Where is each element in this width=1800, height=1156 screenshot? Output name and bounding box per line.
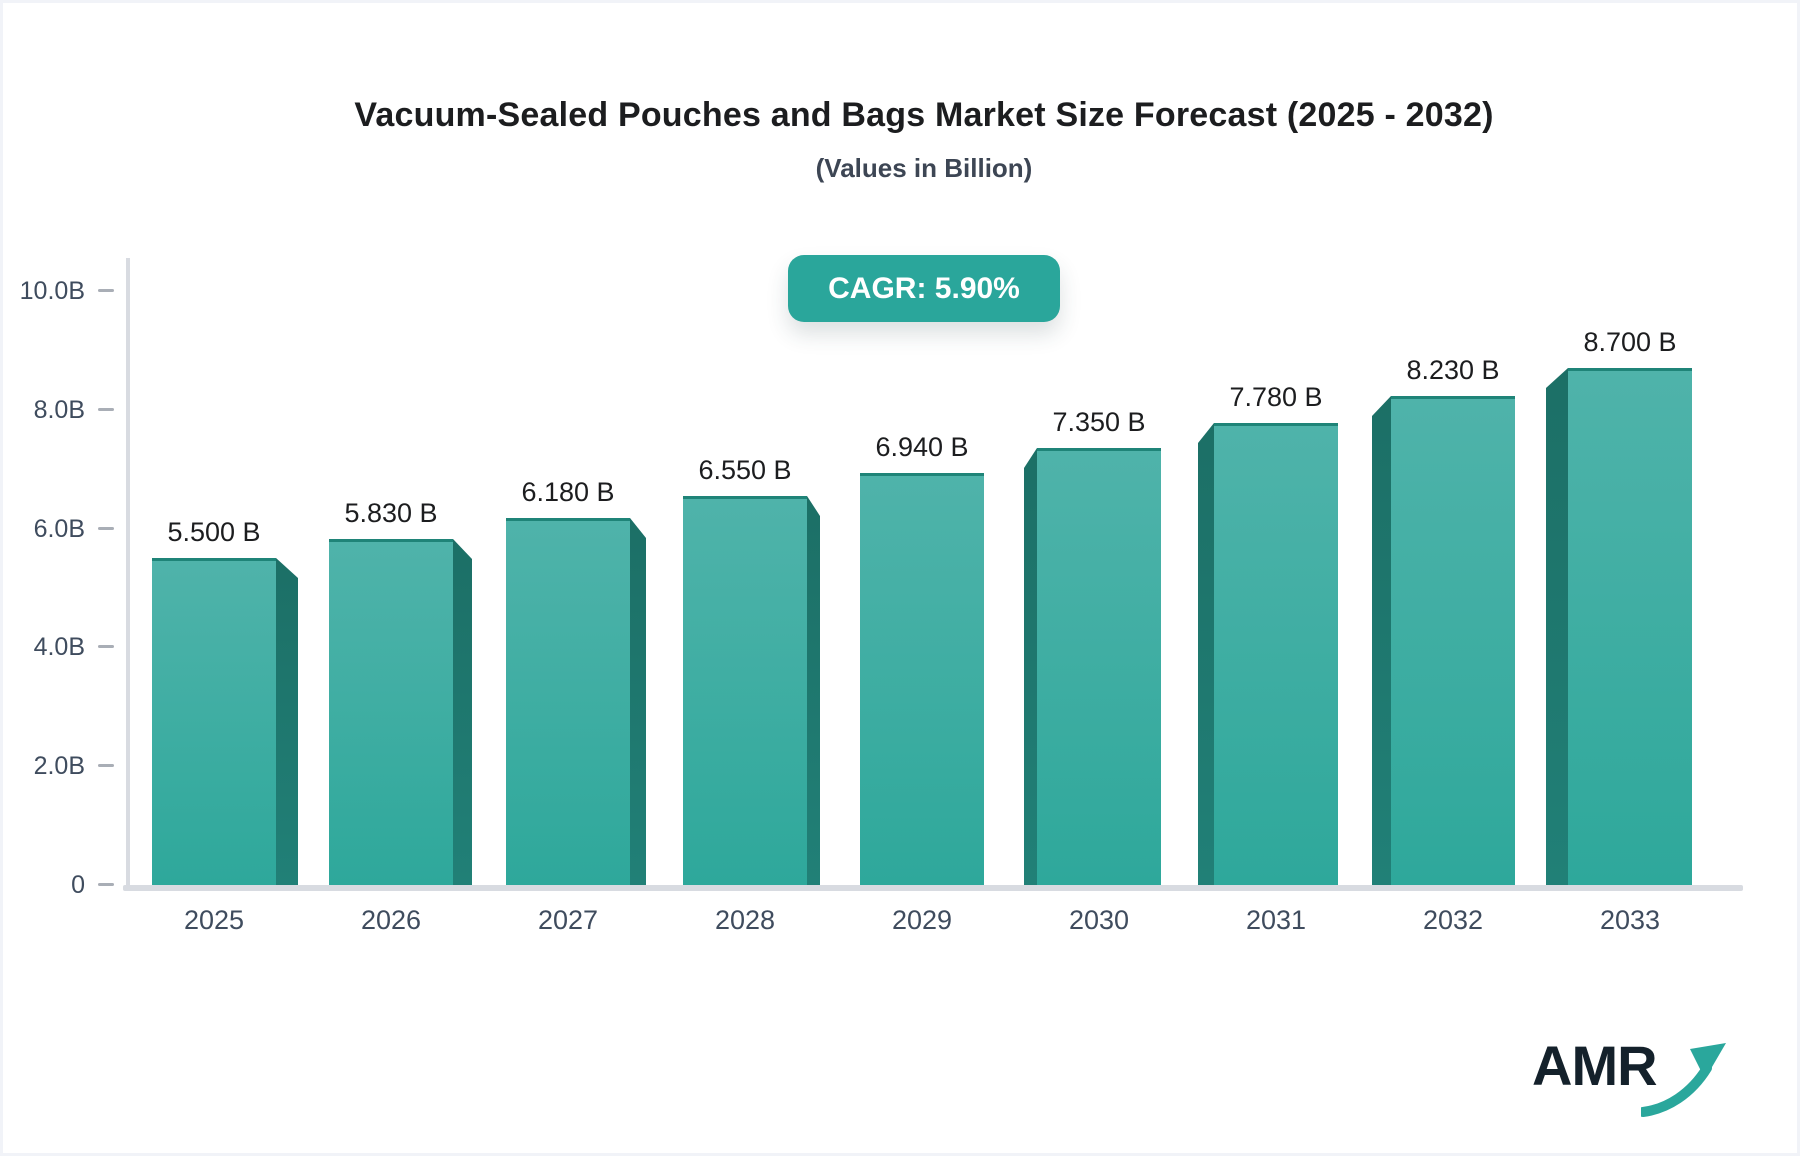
bar-side-2026 (453, 539, 472, 885)
x-axis-line (123, 885, 1743, 891)
bar-side-2031 (1198, 423, 1214, 885)
x-axis-label-2032: 2032 (1422, 905, 1484, 935)
bar-2027[interactable] (506, 518, 630, 885)
x-axis-label-2026: 2026 (360, 905, 422, 935)
bar-2030[interactable] (1037, 448, 1161, 885)
bar-2028[interactable] (683, 496, 807, 885)
chart-title: Vacuum-Sealed Pouches and Bags Market Si… (354, 96, 1494, 134)
bar-2025[interactable] (152, 558, 276, 885)
bar-2031[interactable] (1214, 423, 1338, 885)
bar-value-label-2031: 7.780 B (1229, 382, 1323, 412)
x-axis-label-2028: 2028 (714, 905, 776, 935)
y-axis-tick-8.0B (98, 408, 114, 411)
bar-value-label-2026: 5.830 B (344, 498, 438, 528)
y-axis-tick-2.0B (98, 764, 114, 767)
y-axis-label-6.0B: 6.0B (33, 515, 85, 543)
x-axis-label-2029: 2029 (891, 905, 953, 935)
x-axis-label-2030: 2030 (1068, 905, 1130, 935)
y-axis-label-4.0B: 4.0B (33, 633, 85, 661)
cagr-badge: CAGR: 5.90% (788, 255, 1060, 322)
amr-logo-text: AMR (1532, 1034, 1658, 1097)
y-axis-label-8.0B: 8.0B (33, 396, 85, 424)
trend-arrow-icon (1637, 1040, 1729, 1125)
bar-2029[interactable] (860, 473, 984, 885)
x-axis-label-2027: 2027 (537, 905, 599, 935)
bar-value-label-2029: 6.940 B (875, 432, 969, 462)
bar-side-2033 (1546, 368, 1568, 885)
cagr-badge-label: CAGR: 5.90% (828, 271, 1020, 305)
bar-2026[interactable] (329, 539, 453, 885)
bar-side-2032 (1372, 396, 1391, 885)
y-axis-tick-6.0B (98, 527, 114, 530)
bar-side-2027 (630, 518, 646, 885)
chart-subtitle: (Values in Billion) (815, 153, 1033, 183)
x-axis-label-2025: 2025 (183, 905, 245, 935)
amr-logo: AMR (1532, 1038, 1729, 1125)
bar-value-label-2032: 8.230 B (1406, 355, 1500, 385)
y-axis-label-2.0B: 2.0B (33, 752, 85, 780)
y-axis-tick-0 (98, 883, 114, 886)
bar-value-label-2025: 5.500 B (167, 517, 261, 547)
bar-2033[interactable] (1568, 368, 1692, 885)
bar-value-label-2028: 6.550 B (698, 455, 792, 485)
y-axis-line (126, 258, 130, 891)
y-axis-tick-10.0B (98, 289, 114, 292)
bar-value-label-2030: 7.350 B (1052, 407, 1146, 437)
y-axis-tick-4.0B (98, 645, 114, 648)
x-axis-label-2031: 2031 (1245, 905, 1307, 935)
bar-value-label-2033: 8.700 B (1583, 327, 1677, 357)
x-axis-label-2033: 2033 (1599, 905, 1661, 935)
bar-2032[interactable] (1391, 396, 1515, 885)
bar-side-2030 (1024, 448, 1037, 885)
bar-side-2025 (276, 558, 298, 885)
y-axis-label-0: 0 (71, 871, 85, 899)
chart-header: Vacuum-Sealed Pouches and Bags Market Si… (48, 0, 1800, 184)
bar-value-label-2027: 6.180 B (521, 477, 615, 507)
bar-side-2028 (807, 496, 820, 885)
y-axis-label-10.0B: 10.0B (19, 277, 85, 305)
